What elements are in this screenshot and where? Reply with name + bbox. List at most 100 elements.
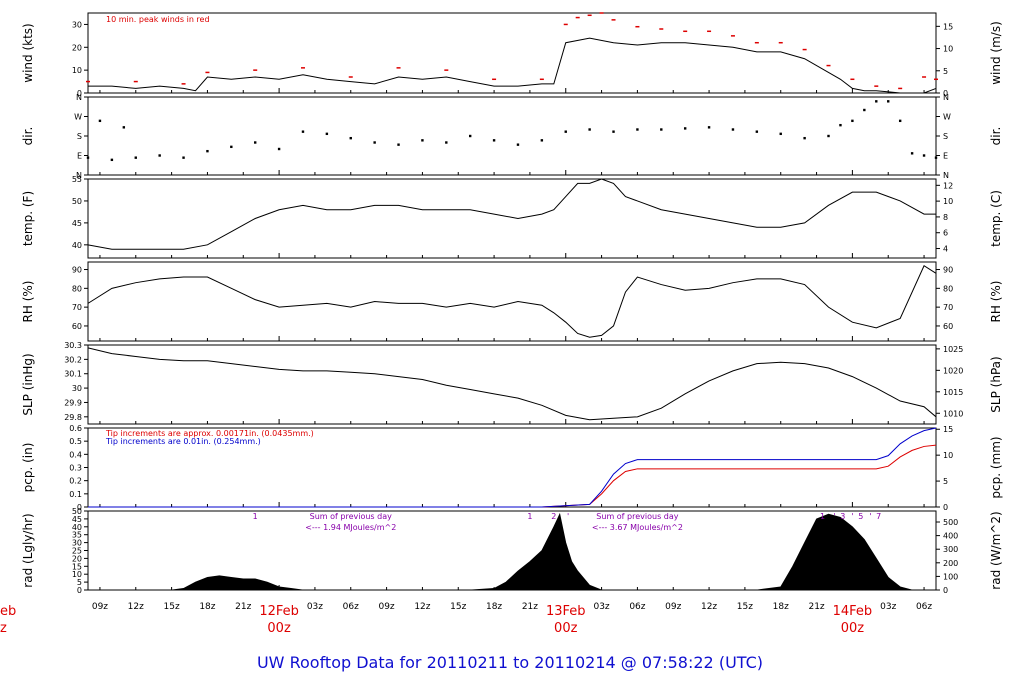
xtick-label: 06z [916, 602, 932, 612]
rad-ytick-label-right: 200 [943, 559, 958, 568]
dir-ytick-label: N [76, 171, 82, 180]
xtick-label: 09z [92, 602, 108, 612]
rh-ytick-label-right: 60 [943, 322, 953, 331]
dir-frame [87, 96, 937, 176]
slp-ytick-label-right: 1025 [943, 345, 963, 354]
dir-point [540, 139, 544, 142]
xtick-label: 12z [414, 602, 430, 612]
temp-ytick-label: 55 [72, 175, 82, 184]
time-axis: 09z 12z 15z 18z 21z 03z 06z 09z 12z 15z 18z 21z 03z 0… [0, 602, 932, 636]
rad-ytick-label: 35 [72, 531, 82, 540]
dir-point [492, 139, 496, 142]
rh-ytick-label: 80 [72, 284, 82, 293]
rh-panel: RH (%) RH (%) 60 70 80 90 60 70 80 90 [21, 261, 1003, 342]
rad-annotation: ' [567, 512, 569, 521]
temp-ytick-label: 40 [72, 241, 82, 250]
temp-ylabel-right: temp. (C) [989, 190, 1003, 247]
day-hour-label: 00z [267, 621, 291, 636]
xtick-label: 12z [701, 602, 717, 612]
wind-note: 10 min. peak winds in red [106, 15, 210, 24]
temp-ytick-label-right: 4 [943, 245, 948, 254]
rad-ytick-label: 40 [72, 523, 82, 532]
temp-ytick-label-right: 8 [943, 213, 948, 222]
dir-point [683, 127, 687, 130]
dir-point [803, 136, 806, 140]
dir-point [660, 128, 663, 131]
dir-ytick-label-right: E [943, 152, 948, 161]
xtick-label: 12z [128, 602, 144, 612]
dir-point [707, 126, 711, 129]
rh-ytick-label: 70 [72, 303, 82, 312]
dir-ytick-label: W [74, 113, 82, 122]
rh-ytick-label: 90 [72, 266, 82, 275]
rad-annotation: ' [851, 512, 853, 521]
dir-ylabel-right: dir. [989, 127, 1003, 146]
day-label: 13Feb [546, 604, 586, 619]
rad-annotation: 7 [876, 512, 881, 521]
dir-point [922, 154, 926, 157]
xtick-label: 18z [199, 602, 215, 612]
temp-ylabel: temp. (F) [21, 191, 35, 246]
wind-line-wind [88, 37, 937, 94]
dir-point [445, 141, 448, 144]
dir-point [122, 126, 126, 129]
day-label: 12Feb [259, 604, 299, 619]
temp-ytick-label-right: 6 [943, 229, 948, 238]
xtick-label: 06z [629, 602, 645, 612]
xtick-label: 06z [343, 602, 359, 612]
pcp-ytick-label-right: 5 [943, 477, 948, 486]
rh-ytick-label-right: 90 [943, 266, 953, 275]
xtick-label: 09z [665, 602, 681, 612]
slp-ytick-label: 30.2 [64, 355, 82, 364]
temp-frame [87, 178, 937, 259]
wind-ytick-label: 0 [77, 89, 82, 98]
dir-point [182, 156, 185, 159]
dir-point [636, 128, 639, 131]
dir-point [421, 139, 424, 142]
rad-annotation: 2 [551, 512, 556, 521]
figure-title: UW Rooftop Data for 20110211 to 20110214… [257, 653, 763, 672]
rad-ytick-label: 15 [72, 562, 82, 571]
rh-ytick-label-right: 80 [943, 284, 953, 293]
slp-ytick-label: 30.3 [64, 341, 82, 350]
temp-ytick-label: 45 [72, 219, 82, 228]
dir-point [277, 147, 281, 151]
dir-point [468, 134, 472, 138]
dir-point [325, 132, 329, 136]
pcp-note: Tip increments are approx. 0.00171in. (0… [105, 429, 314, 438]
dir-point [230, 145, 233, 149]
pcp-ytick-label: 0.4 [69, 450, 82, 459]
rad-ytick-label-right: 0 [943, 586, 948, 595]
wind-ylabel: wind (kts) [21, 23, 35, 82]
rh-frame [87, 261, 937, 342]
wind-ytick-label-right: 10 [943, 45, 953, 54]
rad-ytick-label-right: 300 [943, 545, 958, 554]
temp-ytick-label: 50 [72, 197, 82, 206]
rad-ytick-label: 45 [72, 515, 82, 524]
rad-ytick-label: 20 [72, 554, 82, 563]
wind-ytick-label-right: 5 [943, 67, 948, 76]
slp-ytick-label: 30.1 [64, 370, 82, 379]
rad-annotation: 1 [527, 512, 532, 521]
dir-point [134, 156, 137, 159]
pcp-panel: pcp. (in) pcp. (mm) 0 0.1 0.2 0.3 0.4 0.5 0.6 0 5 1… [21, 424, 1003, 512]
dir-point [839, 123, 842, 127]
xtick-label: 15z [450, 602, 466, 612]
pcp-line-gauge-a [88, 444, 937, 508]
temp-panel: temp. (F) temp. (C) 40 45 50 55 4 6 8 10 12 [21, 175, 1003, 259]
xtick-label: 03z [307, 602, 323, 612]
rad-ytick-label-right: 400 [943, 532, 958, 541]
xtick-label: 21z [808, 602, 824, 612]
slp-ytick-label-right: 1015 [943, 388, 963, 397]
pcp-ytick-label: 0.3 [69, 464, 82, 473]
slp-ytick-label: 29.8 [64, 413, 82, 422]
rad-ylabel-right: rad (W/m^2) [989, 511, 1003, 589]
xtick-label: 03z [880, 602, 896, 612]
rad-annotation: 1 [820, 512, 825, 521]
pcp-ytick-label: 0.1 [69, 490, 82, 499]
dir-point [349, 136, 352, 140]
dir-point [731, 128, 735, 131]
dir-point [875, 100, 878, 103]
